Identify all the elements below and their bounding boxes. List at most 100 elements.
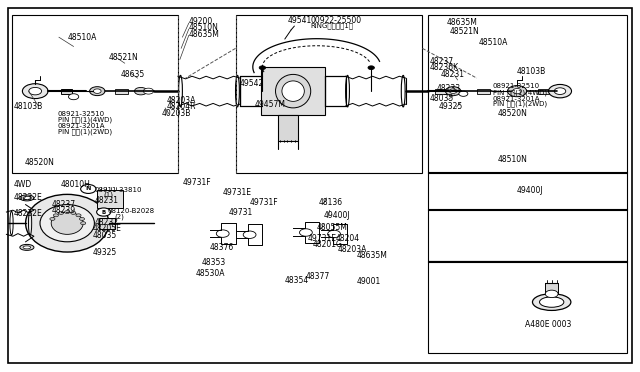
Text: 48635M: 48635M (189, 30, 220, 39)
Ellipse shape (26, 195, 109, 252)
Text: PIN ピン(1)(2WD): PIN ピン(1)(2WD) (493, 101, 547, 108)
Text: 48510A: 48510A (479, 38, 508, 47)
Circle shape (97, 208, 111, 216)
Text: 49457M: 49457M (255, 100, 285, 109)
Text: 48055M: 48055M (317, 223, 348, 232)
Ellipse shape (40, 205, 95, 242)
Circle shape (68, 94, 79, 100)
Circle shape (65, 211, 70, 214)
Ellipse shape (540, 297, 564, 307)
Text: B: B (102, 209, 106, 215)
Text: 48232E: 48232E (14, 193, 43, 202)
Text: 48136: 48136 (319, 198, 343, 207)
Bar (477, 89, 490, 94)
Ellipse shape (51, 212, 83, 234)
Text: 49001: 49001 (357, 278, 381, 286)
Text: 48231: 48231 (440, 70, 464, 79)
Text: A480E 0003: A480E 0003 (525, 320, 571, 329)
Text: 48635M: 48635M (447, 18, 477, 27)
Circle shape (143, 88, 154, 94)
Text: 00922-25500: 00922-25500 (310, 16, 362, 25)
Ellipse shape (20, 195, 34, 201)
Ellipse shape (532, 294, 571, 310)
Text: 48353: 48353 (202, 258, 226, 267)
Text: 48035: 48035 (93, 231, 117, 240)
Ellipse shape (275, 74, 311, 108)
Text: 49541: 49541 (288, 16, 312, 25)
Text: 49731F: 49731F (182, 178, 211, 187)
Text: 40203B: 40203B (161, 109, 191, 118)
Text: 48203A: 48203A (166, 96, 196, 105)
Text: 48239: 48239 (51, 206, 76, 215)
Text: 48635: 48635 (120, 70, 145, 79)
Text: N: N (86, 186, 91, 192)
Ellipse shape (20, 244, 34, 250)
Circle shape (58, 211, 63, 214)
Text: 49731E: 49731E (223, 188, 252, 197)
Text: 49731F: 49731F (250, 198, 278, 207)
Text: 48237: 48237 (51, 200, 76, 209)
Circle shape (134, 87, 147, 95)
Text: 49200: 49200 (189, 17, 213, 26)
Text: 49325: 49325 (439, 102, 463, 110)
Circle shape (53, 214, 58, 217)
Circle shape (513, 89, 522, 94)
Text: 08921-3201A: 08921-3201A (58, 124, 105, 129)
Text: 08911-33810: 08911-33810 (95, 187, 142, 193)
Circle shape (259, 66, 266, 70)
Bar (428, 172, 627, 210)
Bar (61, 89, 72, 94)
Text: 4WD: 4WD (14, 180, 33, 189)
Circle shape (300, 229, 312, 236)
Text: 48237: 48237 (430, 57, 454, 66)
Bar (115, 89, 128, 94)
Text: PIN ピン(1)(4WD): PIN ピン(1)(4WD) (493, 89, 547, 96)
Text: 48103B: 48103B (14, 102, 44, 110)
Text: 48035: 48035 (430, 94, 454, 103)
Text: 48236K: 48236K (430, 63, 460, 72)
Text: 48232: 48232 (95, 218, 119, 227)
Text: 48510N: 48510N (498, 155, 528, 164)
Bar (97, 190, 123, 208)
Bar (428, 15, 627, 173)
Text: 49731: 49731 (229, 208, 253, 217)
Circle shape (508, 86, 527, 97)
Text: 08921-32510: 08921-32510 (493, 83, 540, 89)
Text: 49325: 49325 (93, 248, 117, 257)
Text: PIN ピン(1)(4WD): PIN ピン(1)(4WD) (58, 116, 112, 123)
Circle shape (459, 91, 468, 96)
Text: 48377: 48377 (306, 272, 330, 280)
Text: 48510A: 48510A (67, 33, 97, 42)
Circle shape (71, 211, 76, 214)
Text: 48204R: 48204R (166, 102, 196, 111)
Circle shape (449, 89, 457, 93)
Bar (428, 209, 627, 262)
Text: 48520N: 48520N (498, 109, 528, 118)
Text: 48103B: 48103B (517, 67, 547, 76)
Text: 48510N: 48510N (189, 23, 219, 32)
Text: PIN ピン(1)(2WD): PIN ピン(1)(2WD) (58, 129, 112, 135)
Circle shape (79, 218, 84, 221)
Bar (545, 283, 558, 294)
Circle shape (243, 231, 256, 238)
Text: 49400J: 49400J (517, 186, 544, 195)
Text: 48521N: 48521N (449, 27, 479, 36)
Text: 48203A: 48203A (338, 246, 367, 254)
Circle shape (90, 87, 105, 96)
Circle shape (29, 87, 42, 95)
Text: 48204: 48204 (336, 234, 360, 243)
Text: 48233: 48233 (436, 84, 461, 93)
Text: 48520N: 48520N (24, 158, 54, 167)
Ellipse shape (282, 81, 305, 102)
Bar (236, 15, 422, 173)
Circle shape (548, 84, 572, 98)
Bar (435, 89, 447, 94)
Text: (2): (2) (114, 213, 124, 220)
Text: 08120-B2028: 08120-B2028 (108, 208, 155, 214)
Bar (278, 115, 298, 141)
Circle shape (81, 222, 86, 225)
Text: 48376: 48376 (210, 243, 234, 252)
Text: 48010H: 48010H (61, 180, 91, 189)
Bar (261, 67, 325, 115)
Ellipse shape (23, 246, 31, 249)
